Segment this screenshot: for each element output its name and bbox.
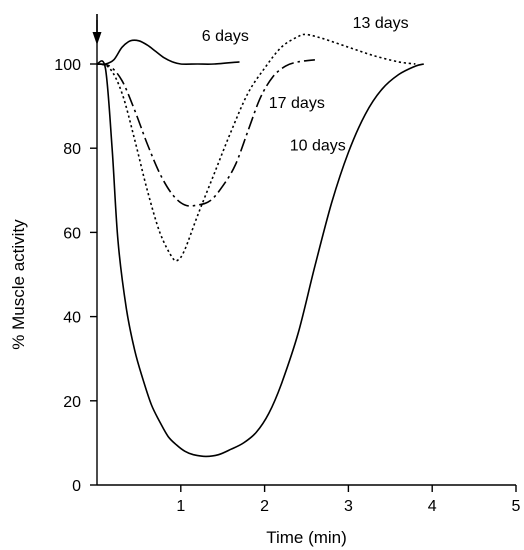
series-line-6-days (96, 39, 240, 66)
y-tick-label: 20 (63, 394, 81, 411)
y-tick-label: 0 (72, 478, 81, 495)
down-arrow-icon (92, 14, 102, 45)
series-label-17-days: 17 days (269, 95, 325, 112)
series-curves (96, 33, 425, 458)
axes (96, 20, 516, 486)
series-labels: 6 days 13 days 17 days 10 days (202, 15, 409, 154)
x-tick-label: 2 (260, 498, 269, 515)
series-label-10-days: 10 days (290, 137, 346, 154)
y-tick-label: 60 (63, 225, 81, 242)
x-tick-label: 4 (428, 498, 437, 515)
x-tick-label: 3 (344, 498, 353, 515)
series-line-13-days (96, 33, 416, 262)
series-line-10-days (96, 60, 425, 458)
x-tick-label: 1 (176, 498, 185, 515)
y-tick-label: 100 (54, 57, 81, 74)
x-ticks: 1 2 3 4 5 (176, 485, 521, 515)
series-label-6-days: 6 days (202, 28, 249, 45)
x-tick-label: 5 (512, 498, 521, 515)
series-label-13-days: 13 days (353, 15, 409, 32)
x-axis-title: Time (min) (266, 528, 347, 547)
y-tick-label: 80 (63, 141, 81, 158)
y-ticks: 0 20 40 60 80 100 (54, 57, 97, 495)
y-axis-title: % Muscle activity (9, 219, 28, 350)
y-tick-label: 40 (63, 310, 81, 327)
series-line-17-days (96, 59, 315, 207)
